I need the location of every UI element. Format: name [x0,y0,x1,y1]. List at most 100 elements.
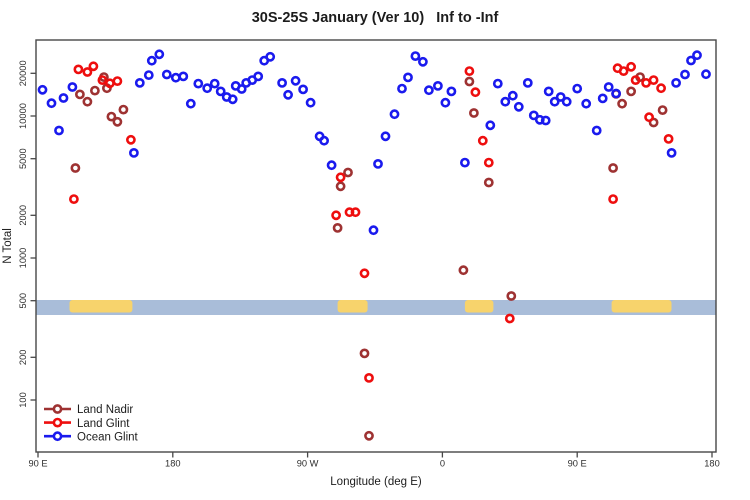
plot-frame [35,39,717,453]
point-land-glint [69,194,79,204]
surface-band-land-segment [611,300,672,313]
point-land-glint [504,313,515,324]
point-ocean-glint [161,69,172,80]
point-ocean-glint [380,131,391,142]
point-ocean-glint [146,55,157,66]
point-ocean-glint [513,101,524,112]
point-ocean-glint [701,69,711,80]
point-land-glint [97,75,108,85]
point-land-glint [470,87,481,98]
point-land-glint [464,66,475,76]
point-ocean-glint [591,125,602,136]
point-land-nadir [468,108,479,118]
legend-item-label: Ocean Glint [77,431,139,443]
point-land-glint [359,268,370,279]
point-ocean-glint [686,55,696,66]
point-land-nadir [106,111,117,122]
point-land-glint [112,76,123,86]
point-land-nadir [70,163,81,173]
point-land-nadir [112,116,123,127]
legend-marker [52,431,63,442]
point-ocean-glint [611,88,621,99]
point-ocean-glint [417,56,428,67]
y-axis-tick-label: 500 [18,293,28,309]
point-ocean-glint [397,83,407,94]
surface-band-land-segment [337,300,368,313]
chart-title: 30S-25S January (Ver 10) Inf to -Inf [252,10,499,26]
point-ocean-glint [134,78,145,88]
point-land-glint [644,112,654,123]
point-ocean-glint [326,160,337,171]
y-axis-tick-label: 5000 [18,148,28,169]
point-land-nadir [359,348,370,359]
point-land-nadir [335,181,346,192]
point-ocean-glint [178,71,189,82]
point-ocean-glint [403,72,413,83]
point-land-glint [331,210,341,221]
point-land-nadir [506,291,517,301]
point-ocean-glint [410,51,421,61]
x-axis-tick-label: 90 W [297,459,319,469]
point-ocean-glint [572,83,583,94]
legend-item-label: Land Nadir [77,404,133,416]
point-ocean-glint [581,98,592,109]
point-ocean-glint [128,147,139,158]
point-land-nadir [608,163,618,173]
point-land-glint [608,194,618,204]
point-ocean-glint [154,49,165,60]
point-land-glint [483,157,494,168]
point-ocean-glint [446,86,457,97]
point-land-glint [88,61,99,72]
point-land-glint [125,134,136,145]
point-ocean-glint [549,96,560,107]
legend-marker [52,417,63,428]
point-land-nadir [364,430,374,441]
point-land-glint [335,172,346,183]
point-ocean-glint [500,96,511,107]
point-ocean-glint [671,78,681,88]
x-axis-tick-label: 0 [440,459,445,469]
point-land-glint [630,75,641,85]
point-land-nadir [343,167,353,178]
point-land-nadir [483,177,494,188]
point-ocean-glint [540,115,551,126]
point-land-nadir [82,96,93,107]
point-ocean-glint [277,78,287,88]
point-ocean-glint [561,96,572,107]
point-land-nadir [90,85,100,96]
point-ocean-glint [459,157,470,168]
point-ocean-glint [423,85,434,96]
point-ocean-glint [290,75,301,86]
surface-band-land-segment [464,300,494,313]
x-axis-tick-label: 90 E [28,459,47,469]
point-land-nadir [657,105,668,115]
point-ocean-glint [507,90,518,101]
y-axis-tick-label: 2000 [18,205,28,226]
y-axis-tick-label: 10000 [18,103,28,129]
legend-item-label: Land Glint [77,418,130,430]
point-ocean-glint [305,97,316,108]
point-land-glint [82,67,93,77]
point-land-glint [73,64,84,75]
y-axis-tick-label: 200 [18,350,28,366]
point-ocean-glint [202,83,213,94]
point-ocean-glint [373,158,383,169]
point-ocean-glint [143,70,154,80]
point-land-nadir [458,265,469,276]
point-land-glint [663,133,674,144]
point-ocean-glint [67,82,78,92]
point-ocean-glint [236,84,247,94]
point-ocean-glint [193,78,204,89]
point-ocean-glint [37,84,48,95]
point-ocean-glint [492,78,503,89]
point-ocean-glint [432,81,443,91]
point-land-nadir [464,76,475,87]
point-ocean-glint [597,93,608,104]
x-axis-tick-label: 180 [165,459,181,469]
point-ocean-glint [319,135,329,146]
x-axis-tick-label: 90 E [568,459,587,469]
point-ocean-glint [283,89,293,100]
point-ocean-glint [680,69,690,80]
